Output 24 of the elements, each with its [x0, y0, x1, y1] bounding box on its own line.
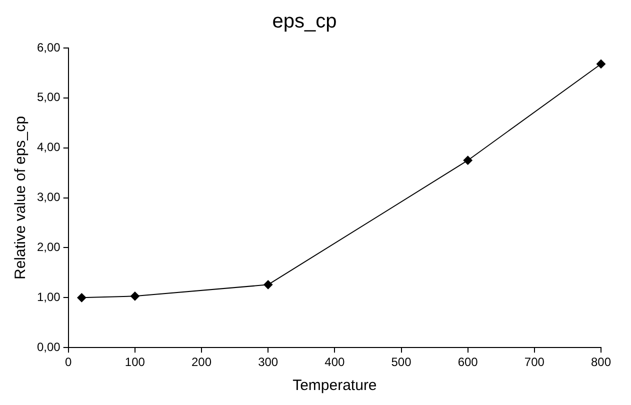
y-tick-label: 5,00 [36, 90, 61, 104]
x-tick-label: 100 [124, 355, 146, 370]
x-axis-title: Temperature [292, 377, 377, 394]
y-tick-label: 0,00 [36, 340, 61, 354]
x-tick-label: 200 [192, 355, 212, 370]
x-tick-label: 700 [524, 355, 545, 370]
point [264, 280, 273, 290]
x-tick-label: 500 [391, 355, 412, 370]
y-axis-title: Relative value of eps_cp [12, 116, 30, 280]
x-tick-label: 800 [590, 355, 612, 370]
chart-title: eps_cp [272, 10, 337, 33]
point [77, 293, 86, 302]
y-tick-label: 4,00 [36, 140, 61, 154]
y-tick-label: 1,00 [36, 290, 61, 304]
point [463, 156, 472, 165]
y-tick-label: 2,00 [36, 240, 61, 254]
point [596, 59, 606, 68]
x-tick-label: 400 [324, 355, 346, 370]
y-tick-label: 6,00 [36, 40, 61, 54]
point [130, 292, 140, 301]
x-tick-label: 300 [258, 355, 278, 370]
y-tick-label: 3,00 [36, 190, 61, 204]
x-tick-label: 0 [65, 355, 72, 370]
x-tick-label: 600 [458, 355, 478, 370]
